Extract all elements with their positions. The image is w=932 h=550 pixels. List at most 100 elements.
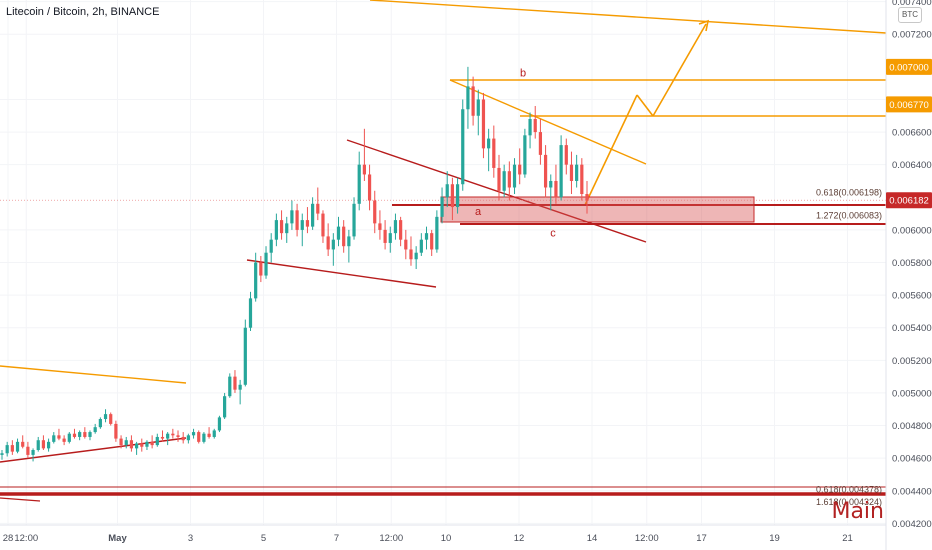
candle-body [476,99,480,116]
currency-button[interactable]: BTC [898,7,922,23]
candle-body [311,203,315,227]
candle-body [357,164,361,204]
candle-body [487,138,491,149]
candlestick-series [0,66,589,462]
trend-line [449,79,647,165]
x-tick-label: 21 [842,533,853,544]
y-tick-label: 0.006400 [892,160,932,171]
x-tick-label: 14 [587,533,598,544]
candle-body [5,445,9,454]
candle-body [388,233,392,243]
candle-body [580,164,584,195]
candle-body [212,430,216,437]
candle-body [259,262,263,276]
candle-body [430,233,434,250]
candle-body [497,167,501,191]
candle-body [52,435,56,442]
candle-body [264,252,268,276]
candle-body [414,252,418,260]
y-tick-label: 0.005600 [892,291,932,302]
y-tick-label: 0.006000 [892,225,932,236]
candle-body [129,440,134,449]
candle-body [160,436,165,439]
x-tick-label: 17 [696,533,707,544]
candle-body [119,438,123,446]
candle-body [533,119,537,133]
candle-body [223,396,227,418]
candle-body [150,441,154,446]
candle-body [36,440,40,450]
wave-label-c: c [550,227,556,239]
candle-body [575,164,579,181]
candle-body [134,443,139,449]
candle-body [409,249,413,260]
candle-body [326,236,330,250]
candle-body [41,440,46,449]
candle-body [248,298,253,328]
x-tick-label: 5 [261,533,266,544]
candle-body [176,435,180,437]
candle-body [78,432,82,437]
candle-body [362,164,366,175]
x-tick-label: 12:00 [14,533,38,544]
candle-body [228,376,232,397]
candle-body [15,441,20,452]
candle-body [471,86,475,116]
x-tick-label: 10 [441,533,452,544]
candle-body [88,432,92,437]
projection-arrowhead [698,19,710,32]
candle-body [559,145,563,198]
y-tick-label: 0.005000 [892,388,932,399]
candle-body [455,184,460,208]
candle-body [62,438,66,442]
watermark-label: Main [831,499,884,524]
candle-body [399,220,403,240]
candle-body [352,203,356,237]
candle-body [186,435,190,441]
y-tick-label: 0.007400 [892,0,932,8]
y-tick-label: 0.005200 [892,356,932,367]
trend-line [246,259,437,288]
candle-body [305,220,310,227]
candle-body [31,450,35,455]
candle-body [217,417,222,431]
candle-body [316,203,320,214]
candle-body [383,229,387,243]
candle-body [543,154,548,188]
trend-line [584,94,638,206]
candle-body [124,440,128,446]
candle-body [171,433,175,436]
candle-body [336,226,341,240]
x-tick-label: 28 [3,533,14,544]
y-tick-label: 0.006600 [892,128,932,139]
candle-body [585,194,589,201]
price-badge-label: 0.007000 [889,62,929,73]
price-badge [886,58,932,75]
y-tick-label: 0.004400 [892,486,932,497]
candle-body [67,433,71,442]
candle-body [233,376,237,390]
candle-body [481,99,486,149]
candle-body [461,109,465,185]
candle-body [207,433,211,437]
candle-body [569,164,574,181]
candle-body [202,433,206,442]
x-tick-label: 12:00 [635,533,659,544]
trend-line [0,497,41,502]
fib-level-label: 1.272(0.006083) [816,210,882,220]
trend-line [0,365,187,384]
trend-line [369,0,887,34]
y-tick-label: 0.007200 [892,30,932,41]
candle-body [140,443,144,447]
price-badge-label: 0.006770 [889,100,929,111]
price-badge [886,96,932,113]
trend-line [0,437,187,463]
chart-grid [0,0,886,525]
candle-body [46,441,51,449]
candle-body [564,145,568,165]
candle-body [450,184,455,208]
candle-body [378,223,382,230]
candle-body [72,433,77,437]
